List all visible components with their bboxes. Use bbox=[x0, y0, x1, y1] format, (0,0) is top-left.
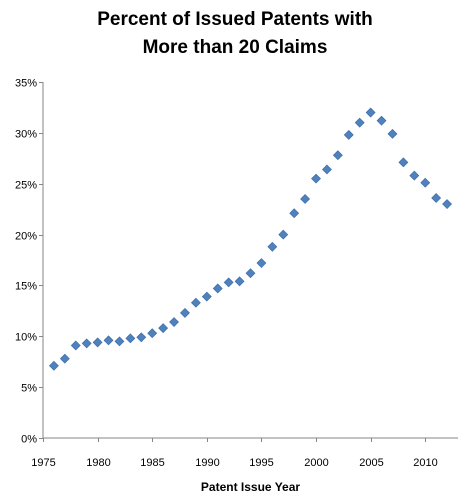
y-tick-label: 25% bbox=[15, 180, 37, 192]
y-tick-label: 10% bbox=[15, 332, 37, 344]
data-point bbox=[223, 277, 234, 288]
data-point bbox=[136, 332, 147, 343]
data-point bbox=[212, 283, 223, 294]
data-point bbox=[125, 333, 136, 344]
data-point bbox=[234, 276, 245, 287]
y-tick-label: 0% bbox=[21, 434, 37, 446]
data-point bbox=[420, 177, 431, 188]
y-tick-label: 30% bbox=[15, 129, 37, 141]
data-point bbox=[256, 258, 267, 268]
data-point bbox=[59, 353, 70, 364]
data-point bbox=[180, 307, 190, 318]
data-point bbox=[398, 157, 409, 168]
data-point bbox=[169, 317, 179, 327]
y-tick-label: 35% bbox=[15, 78, 37, 90]
data-point bbox=[278, 229, 289, 240]
data-point bbox=[201, 291, 212, 302]
data-point bbox=[442, 199, 453, 209]
data-point bbox=[311, 173, 321, 184]
data-point bbox=[190, 297, 201, 308]
data-point bbox=[81, 338, 92, 349]
x-tick-label: 1990 bbox=[195, 457, 219, 469]
data-point bbox=[365, 107, 376, 118]
data-point bbox=[354, 117, 365, 128]
data-point bbox=[92, 337, 103, 348]
data-point bbox=[322, 164, 332, 175]
data-point bbox=[114, 336, 125, 347]
chart-title-line-1: Percent of Issued Patents with bbox=[97, 9, 373, 30]
y-tick-label: 5% bbox=[21, 383, 37, 395]
data-point bbox=[103, 335, 114, 346]
data-point bbox=[431, 193, 442, 203]
data-point bbox=[332, 150, 343, 161]
chart-title-line-2: More than 20 Claims bbox=[142, 37, 328, 58]
data-point bbox=[158, 323, 169, 334]
data-point bbox=[387, 128, 398, 139]
x-tick-label: 1985 bbox=[140, 457, 164, 469]
data-point bbox=[267, 241, 278, 252]
x-tick-label: 1980 bbox=[86, 457, 110, 469]
data-point bbox=[300, 194, 311, 204]
chart-title: Percent of Issued Patents with More than… bbox=[0, 6, 470, 62]
x-tick-label: 2010 bbox=[413, 457, 437, 469]
data-point bbox=[48, 360, 59, 371]
data-point bbox=[245, 268, 256, 279]
data-point bbox=[376, 115, 387, 126]
data-point bbox=[147, 328, 158, 339]
data-point bbox=[289, 208, 300, 219]
x-tick-label: 2005 bbox=[359, 457, 383, 469]
x-tick-label: 2000 bbox=[304, 457, 328, 469]
x-tick-label: 1995 bbox=[249, 457, 273, 469]
data-point bbox=[409, 170, 420, 181]
y-tick-label: 15% bbox=[15, 281, 37, 293]
data-point bbox=[343, 129, 354, 140]
data-point bbox=[70, 340, 81, 351]
x-axis-label: Patent Issue Year bbox=[201, 480, 301, 494]
x-tick-label: 1975 bbox=[31, 457, 55, 469]
y-tick-label: 20% bbox=[15, 231, 37, 243]
